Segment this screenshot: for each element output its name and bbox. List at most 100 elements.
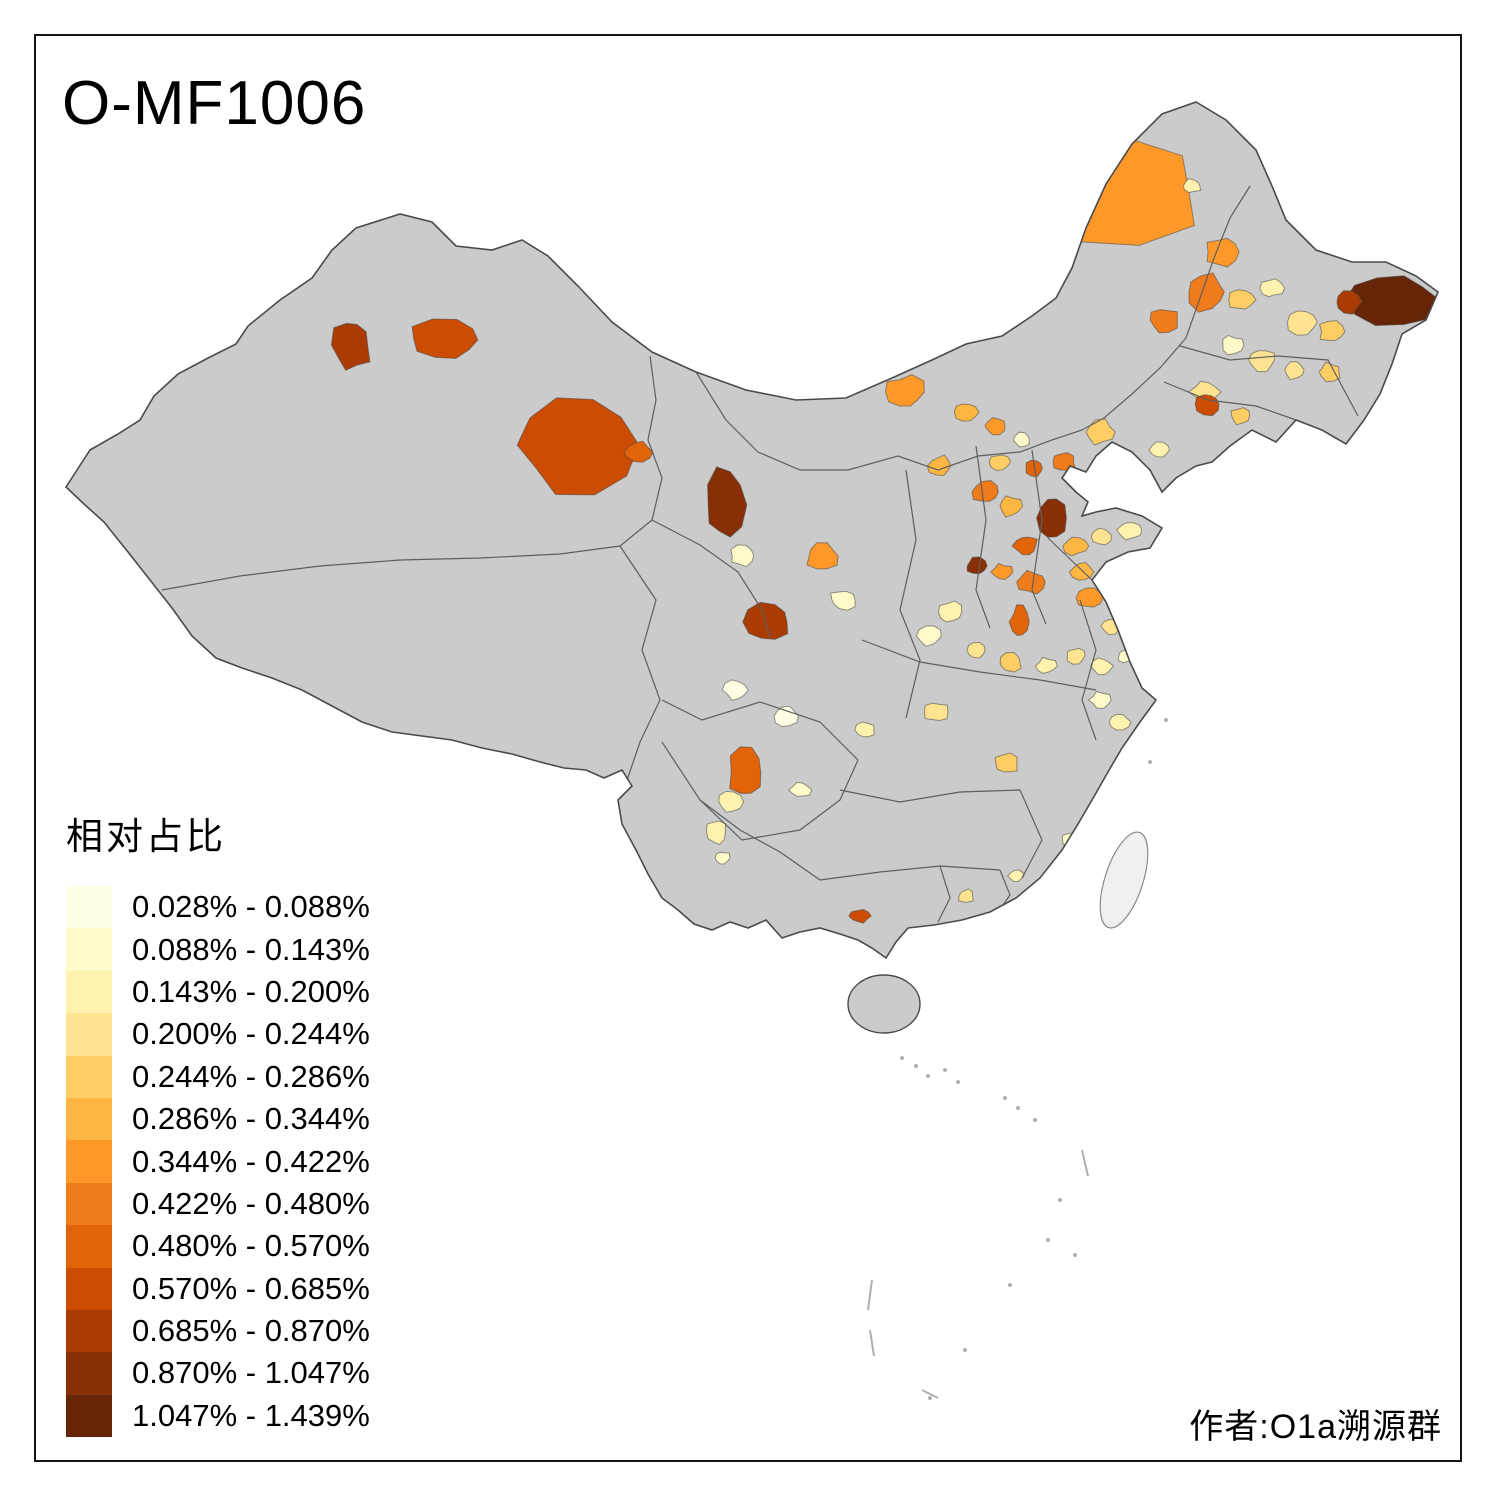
legend-item: 0.244% - 0.286% — [66, 1055, 370, 1098]
legend-label: 0.570% - 0.685% — [132, 1270, 370, 1306]
map-region — [854, 721, 875, 738]
legend-items: 0.028% - 0.088% 0.088% - 0.143% 0.143% - 0… — [66, 886, 370, 1438]
map-region — [915, 625, 942, 647]
map-region — [971, 479, 999, 502]
map-region — [1062, 536, 1090, 557]
map-region — [1228, 289, 1257, 310]
legend-label: 0.244% - 0.286% — [132, 1058, 370, 1094]
map-region — [1206, 237, 1240, 268]
map-region — [984, 417, 1006, 436]
legend-swatch — [66, 1013, 112, 1056]
map-region — [1006, 869, 1025, 882]
legend-label: 0.200% - 0.244% — [132, 1016, 370, 1052]
map-region — [730, 544, 755, 568]
legend-label: 0.685% - 0.870% — [132, 1313, 370, 1349]
map-region — [937, 600, 963, 623]
legend-label: 0.422% - 0.480% — [132, 1185, 370, 1221]
legend-item: 0.344% - 0.422% — [66, 1140, 370, 1183]
map-region — [1012, 431, 1030, 448]
map-region — [1085, 418, 1116, 446]
map-region — [1090, 657, 1115, 676]
legend-item: 0.028% - 0.088% — [66, 886, 370, 929]
map-region — [1022, 134, 1195, 246]
legend-swatch — [66, 1055, 112, 1098]
south-china-sea-islands — [867, 718, 1168, 1400]
map-region — [830, 590, 856, 611]
legend-swatch — [66, 1309, 112, 1353]
figure-title: O-MF1006 — [62, 69, 367, 138]
map-region — [1284, 361, 1305, 381]
map-region — [1336, 290, 1363, 315]
legend-title: 相对占比 — [66, 816, 226, 857]
map-region — [787, 781, 813, 797]
map-region — [806, 542, 839, 570]
attribution: 作者:O1a溯源群 — [1189, 1408, 1442, 1446]
map-region — [516, 397, 640, 496]
plot-frame — [34, 34, 1462, 1462]
legend-label: 0.480% - 0.570% — [132, 1228, 370, 1264]
map-region — [1066, 647, 1086, 665]
map-region — [1286, 310, 1318, 336]
legend: 相对占比 0.028% - 0.088% 0.088% - 0.143% 0.143… — [66, 806, 370, 1438]
legend-label: 1.047% - 1.439% — [132, 1397, 370, 1433]
legend-label: 0.143% - 0.200% — [132, 973, 370, 1009]
legend-item: 0.088% - 0.143% — [66, 928, 370, 971]
map-region — [1052, 452, 1077, 471]
map-region — [958, 888, 974, 903]
legend-swatch — [66, 970, 112, 1014]
legend-item: 0.570% - 0.685% — [66, 1267, 370, 1310]
map-region — [705, 820, 727, 846]
map-region — [884, 374, 925, 407]
map-region — [1075, 587, 1104, 608]
legend-swatch — [66, 1267, 112, 1310]
map-region — [330, 322, 371, 371]
legend-label: 0.344% - 0.422% — [132, 1143, 370, 1179]
legend-item: 0.143% - 0.200% — [66, 970, 370, 1014]
map-region — [623, 440, 654, 463]
map-region — [1222, 334, 1245, 356]
map-region — [994, 752, 1018, 773]
map-region — [1011, 536, 1038, 556]
map-region — [1087, 690, 1112, 709]
map-region — [773, 705, 799, 728]
legend-label: 0.088% - 0.143% — [132, 931, 370, 967]
legend-label: 0.286% - 0.344% — [132, 1101, 370, 1137]
map-region — [1116, 522, 1143, 541]
map-region — [1319, 320, 1346, 342]
map-region — [988, 454, 1012, 472]
map-region — [1108, 713, 1132, 731]
legend-swatch — [66, 1225, 112, 1268]
map-region — [990, 562, 1014, 580]
map-region — [1194, 394, 1220, 417]
legend-swatch — [66, 1097, 112, 1141]
map-region — [1318, 361, 1341, 383]
map-region — [999, 495, 1024, 518]
map-region — [1259, 278, 1286, 298]
map-region — [729, 746, 762, 795]
map-region — [1016, 569, 1046, 595]
legend-item: 0.286% - 0.344% — [66, 1097, 370, 1141]
map-region — [1248, 350, 1276, 373]
legend-item: 0.480% - 0.570% — [66, 1225, 370, 1268]
map-region — [966, 556, 988, 575]
map-region — [966, 641, 986, 659]
legend-swatch — [66, 1394, 112, 1438]
map-region — [999, 651, 1022, 673]
map-region — [1034, 656, 1058, 674]
legend-swatch — [66, 1140, 112, 1183]
legend-item: 0.200% - 0.244% — [66, 1013, 370, 1056]
map-region — [1008, 604, 1030, 637]
legend-swatch — [66, 1182, 112, 1226]
taiwan-island — [1099, 831, 1149, 929]
map-region — [721, 679, 749, 701]
map-region — [1230, 407, 1251, 426]
legend-item: 0.870% - 1.047% — [66, 1352, 370, 1395]
map-region — [1090, 527, 1113, 546]
map-region — [1149, 309, 1178, 334]
legend-item: 0.685% - 0.870% — [66, 1309, 370, 1353]
legend-label: 0.028% - 0.088% — [132, 889, 370, 925]
legend-swatch — [66, 928, 112, 971]
province-borders — [161, 185, 1359, 923]
